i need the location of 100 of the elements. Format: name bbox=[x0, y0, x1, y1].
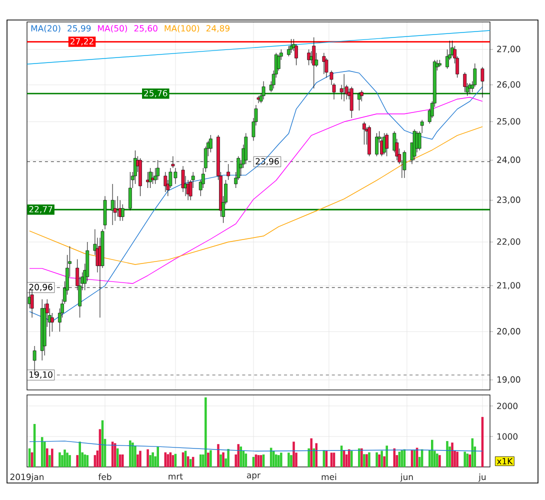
bar bbox=[468, 454, 472, 467]
ref-line-label: 27,22 bbox=[70, 38, 94, 46]
bar bbox=[166, 454, 170, 467]
bar bbox=[278, 455, 280, 467]
bar bbox=[76, 455, 78, 467]
candlestick bbox=[209, 134, 212, 153]
ref-line-label: 20,96 bbox=[29, 284, 52, 292]
text: MA(20) bbox=[31, 24, 60, 33]
text: x1K bbox=[496, 458, 513, 464]
annotation: 25,99 bbox=[68, 25, 91, 32]
bar bbox=[431, 440, 434, 467]
x-tick-label: mrt bbox=[168, 474, 183, 480]
candlestick bbox=[151, 172, 155, 184]
x-tick-label: ju bbox=[478, 474, 486, 482]
ref-line-label: 22,77 bbox=[29, 206, 52, 214]
y-tick-label: 22,00 bbox=[497, 238, 520, 246]
candlestick bbox=[30, 290, 34, 318]
bar bbox=[48, 455, 51, 467]
bar bbox=[451, 442, 454, 467]
bar bbox=[366, 454, 368, 467]
ref-line-label: 25,76 bbox=[144, 90, 168, 98]
y-tick-label: 20,00 bbox=[497, 328, 520, 336]
bar bbox=[464, 452, 466, 467]
bar bbox=[363, 454, 366, 467]
bar bbox=[222, 452, 224, 467]
candlestick bbox=[181, 166, 185, 192]
text: MA(100) bbox=[164, 24, 200, 33]
bar bbox=[149, 455, 152, 467]
y-tick-label: 23,00 bbox=[497, 196, 520, 204]
candlestick bbox=[110, 184, 114, 226]
line-series bbox=[29, 70, 483, 322]
annotation: 25,60 bbox=[134, 25, 158, 32]
candlestick bbox=[357, 92, 361, 111]
x-tick-label: jun bbox=[400, 474, 413, 482]
bar bbox=[134, 446, 136, 467]
bar bbox=[380, 450, 383, 467]
candlestick bbox=[385, 132, 389, 156]
x-tick-label: feb bbox=[98, 474, 112, 480]
line-series bbox=[29, 126, 483, 265]
candlestick bbox=[128, 172, 132, 211]
bar bbox=[358, 448, 360, 467]
bar bbox=[84, 454, 86, 467]
ref-line-label: 19,10 bbox=[30, 371, 52, 379]
bar bbox=[237, 444, 240, 467]
candlestick bbox=[226, 164, 230, 180]
y-tick-label: 1000 bbox=[497, 433, 518, 440]
x-tick-label: 2019jan bbox=[10, 474, 44, 482]
y-tick-label: 25,00 bbox=[497, 118, 520, 126]
bar bbox=[66, 452, 68, 467]
candlestick bbox=[146, 172, 150, 188]
bar bbox=[152, 452, 154, 467]
x-tick-label: mei bbox=[322, 474, 336, 480]
x-tick-label: apr bbox=[246, 474, 261, 480]
bar bbox=[376, 452, 378, 467]
bar bbox=[204, 397, 207, 467]
y-tick-label: 19,00 bbox=[497, 376, 520, 384]
bar bbox=[129, 440, 132, 467]
bar bbox=[132, 442, 134, 467]
bar bbox=[217, 444, 220, 467]
bar bbox=[292, 442, 295, 467]
bar bbox=[220, 454, 222, 467]
annotation: 24,89 bbox=[206, 25, 230, 32]
candlestick bbox=[463, 72, 467, 92]
y-tick-label: 2000 bbox=[497, 402, 518, 410]
bar bbox=[210, 450, 212, 467]
candlestick bbox=[116, 196, 120, 217]
bar bbox=[466, 454, 468, 467]
bar bbox=[438, 455, 441, 467]
bar bbox=[136, 454, 139, 467]
bar bbox=[310, 438, 312, 467]
bar bbox=[274, 454, 278, 467]
bar bbox=[156, 446, 159, 467]
bar bbox=[51, 448, 54, 467]
bar bbox=[368, 452, 370, 467]
bar bbox=[200, 454, 202, 467]
candlestick bbox=[244, 132, 248, 164]
bar bbox=[436, 454, 438, 467]
bar bbox=[290, 455, 292, 467]
bar bbox=[78, 442, 81, 467]
candlestick bbox=[50, 312, 54, 332]
candlestick bbox=[120, 204, 124, 222]
y-tick-label: 24,00 bbox=[497, 156, 520, 164]
candlestick bbox=[171, 156, 175, 168]
candlestick bbox=[480, 66, 484, 98]
candlestick bbox=[262, 81, 266, 100]
bar bbox=[139, 450, 142, 467]
bar bbox=[58, 452, 61, 467]
bar bbox=[146, 449, 149, 467]
bar bbox=[207, 452, 210, 467]
y-tick-label: 21,00 bbox=[497, 282, 520, 290]
bar bbox=[378, 454, 380, 467]
bar bbox=[456, 452, 458, 467]
bar bbox=[360, 448, 363, 467]
line-series bbox=[29, 440, 483, 452]
candlestick bbox=[156, 160, 160, 180]
bar bbox=[121, 454, 124, 467]
bar bbox=[308, 448, 310, 467]
bar bbox=[68, 455, 71, 467]
y-tick-label: 27,00 bbox=[497, 46, 520, 54]
bar bbox=[288, 452, 290, 467]
